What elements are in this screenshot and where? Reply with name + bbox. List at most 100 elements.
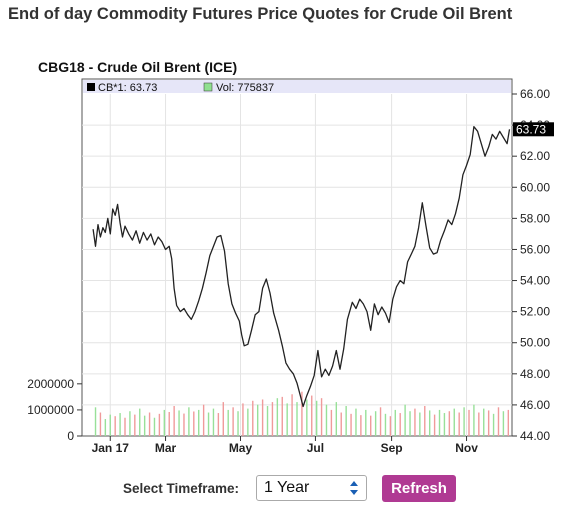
x-tick-label: Jan 17 [92,441,130,455]
x-tick-label: Jul [307,441,324,455]
grid-lines [82,94,512,436]
volume-bar [212,408,215,436]
volume-bar [438,409,441,436]
volume-bar [296,402,298,436]
volume-bar [109,414,111,436]
price-tick-label: 44.00 [520,429,550,443]
volume-bar [188,407,190,436]
volume-bar [497,407,500,436]
volume-bar [124,417,126,436]
price-tick-label: 60.00 [520,180,550,194]
timeframe-selected-value: 1 Year [264,479,310,496]
volume-bar [502,411,505,436]
price-tick-label: 62.00 [520,149,550,163]
x-tick-label: Sep [381,441,403,455]
volume-bar [507,409,510,436]
volume-bar [148,412,151,436]
volume-bar [325,404,328,436]
timeframe-select[interactable]: 1 Year [256,475,367,501]
volume-bar [399,413,401,436]
volume-bar [222,402,224,436]
volume-tick-label: 1000000 [27,403,74,417]
legend-price-text: CB*1: 63.73 [98,82,157,94]
volume-tick-label: 0 [67,429,74,443]
volume-bar [153,417,156,436]
last-value-badge [513,122,554,137]
volume-bar [374,411,377,436]
volume-bar [458,412,460,436]
volume-bar [370,415,372,436]
volume-bar [261,399,264,436]
x-tick-label: May [229,441,253,455]
price-chart: CBG18 - Crude Oil Brent (ICE) CB*1: 63.7… [0,52,585,462]
volume-bar [207,412,210,436]
volume-bar [237,411,239,436]
volume-bar [311,395,313,436]
volume-bar [252,400,254,436]
volume-bar [424,406,426,436]
volume-bar [129,411,131,436]
volume-bar [281,396,283,436]
volume-bar [242,403,244,436]
volume-bar [99,412,102,436]
volume-bar [227,409,229,436]
volume-bar [409,411,411,436]
chart-title: CBG18 - Crude Oil Brent (ICE) [38,59,237,75]
volume-tick-label: 2000000 [27,377,74,391]
volume-bar [114,416,116,436]
price-tick-label: 54.00 [520,274,550,288]
volume-bar [487,410,490,436]
volume-bar [448,411,451,436]
volume-bar [104,419,107,436]
volume-bar [360,415,362,436]
timeframe-row: Select Timeframe: 1 Year Refresh [0,474,585,504]
legend-volume-text: Vol: 775837 [216,82,274,94]
price-tick-label: 50.00 [520,336,550,350]
volume-bar [168,412,170,436]
volume-bar [158,413,161,436]
price-tick-label: 58.00 [520,211,550,225]
x-axis: Jan 17 Mar May Jul Sep Nov [92,436,478,455]
timeframe-label: Select Timeframe: [123,481,240,496]
volume-bar [266,406,269,436]
volume-bar [286,403,288,436]
volume-bar [443,413,446,436]
volume-bar [340,412,342,436]
volume-bar [483,408,485,436]
volume-bar [330,409,333,436]
legend-marker-volume [203,82,213,92]
volume-bar [468,409,470,436]
volume-bar [350,413,352,436]
volume-bar [193,411,195,436]
volume-bar [473,404,475,436]
price-tick-label: 52.00 [520,305,550,319]
volume-bar [320,398,323,436]
volume-bar [389,416,392,436]
volume-bar [134,414,136,436]
price-tick-label: 56.00 [520,242,550,256]
volume-bar [217,413,220,436]
volume-bar [404,404,406,436]
volume-bar [291,394,293,436]
plot-area [81,78,513,437]
refresh-button[interactable]: Refresh [382,475,456,502]
volume-bar [276,398,279,436]
volume-bar [394,409,396,436]
price-tick-label: 66.00 [520,87,550,101]
volume-bar [433,414,436,436]
volume-bar [428,410,431,436]
price-tick-label: 46.00 [520,398,550,412]
x-tick-label: Nov [455,441,478,455]
volume-bar [301,391,303,436]
select-arrows-icon [350,481,358,495]
last-value-group: 63.73 [513,122,554,137]
volume-bar [419,412,421,436]
legend-marker-price [87,83,95,91]
volume-bar [271,402,274,436]
volume-bar [478,412,480,436]
volume-bar [453,408,455,436]
volume-bar [379,407,382,436]
price-line-group [92,125,511,408]
price-line [92,125,511,408]
price-tick-label: 48.00 [520,367,550,381]
